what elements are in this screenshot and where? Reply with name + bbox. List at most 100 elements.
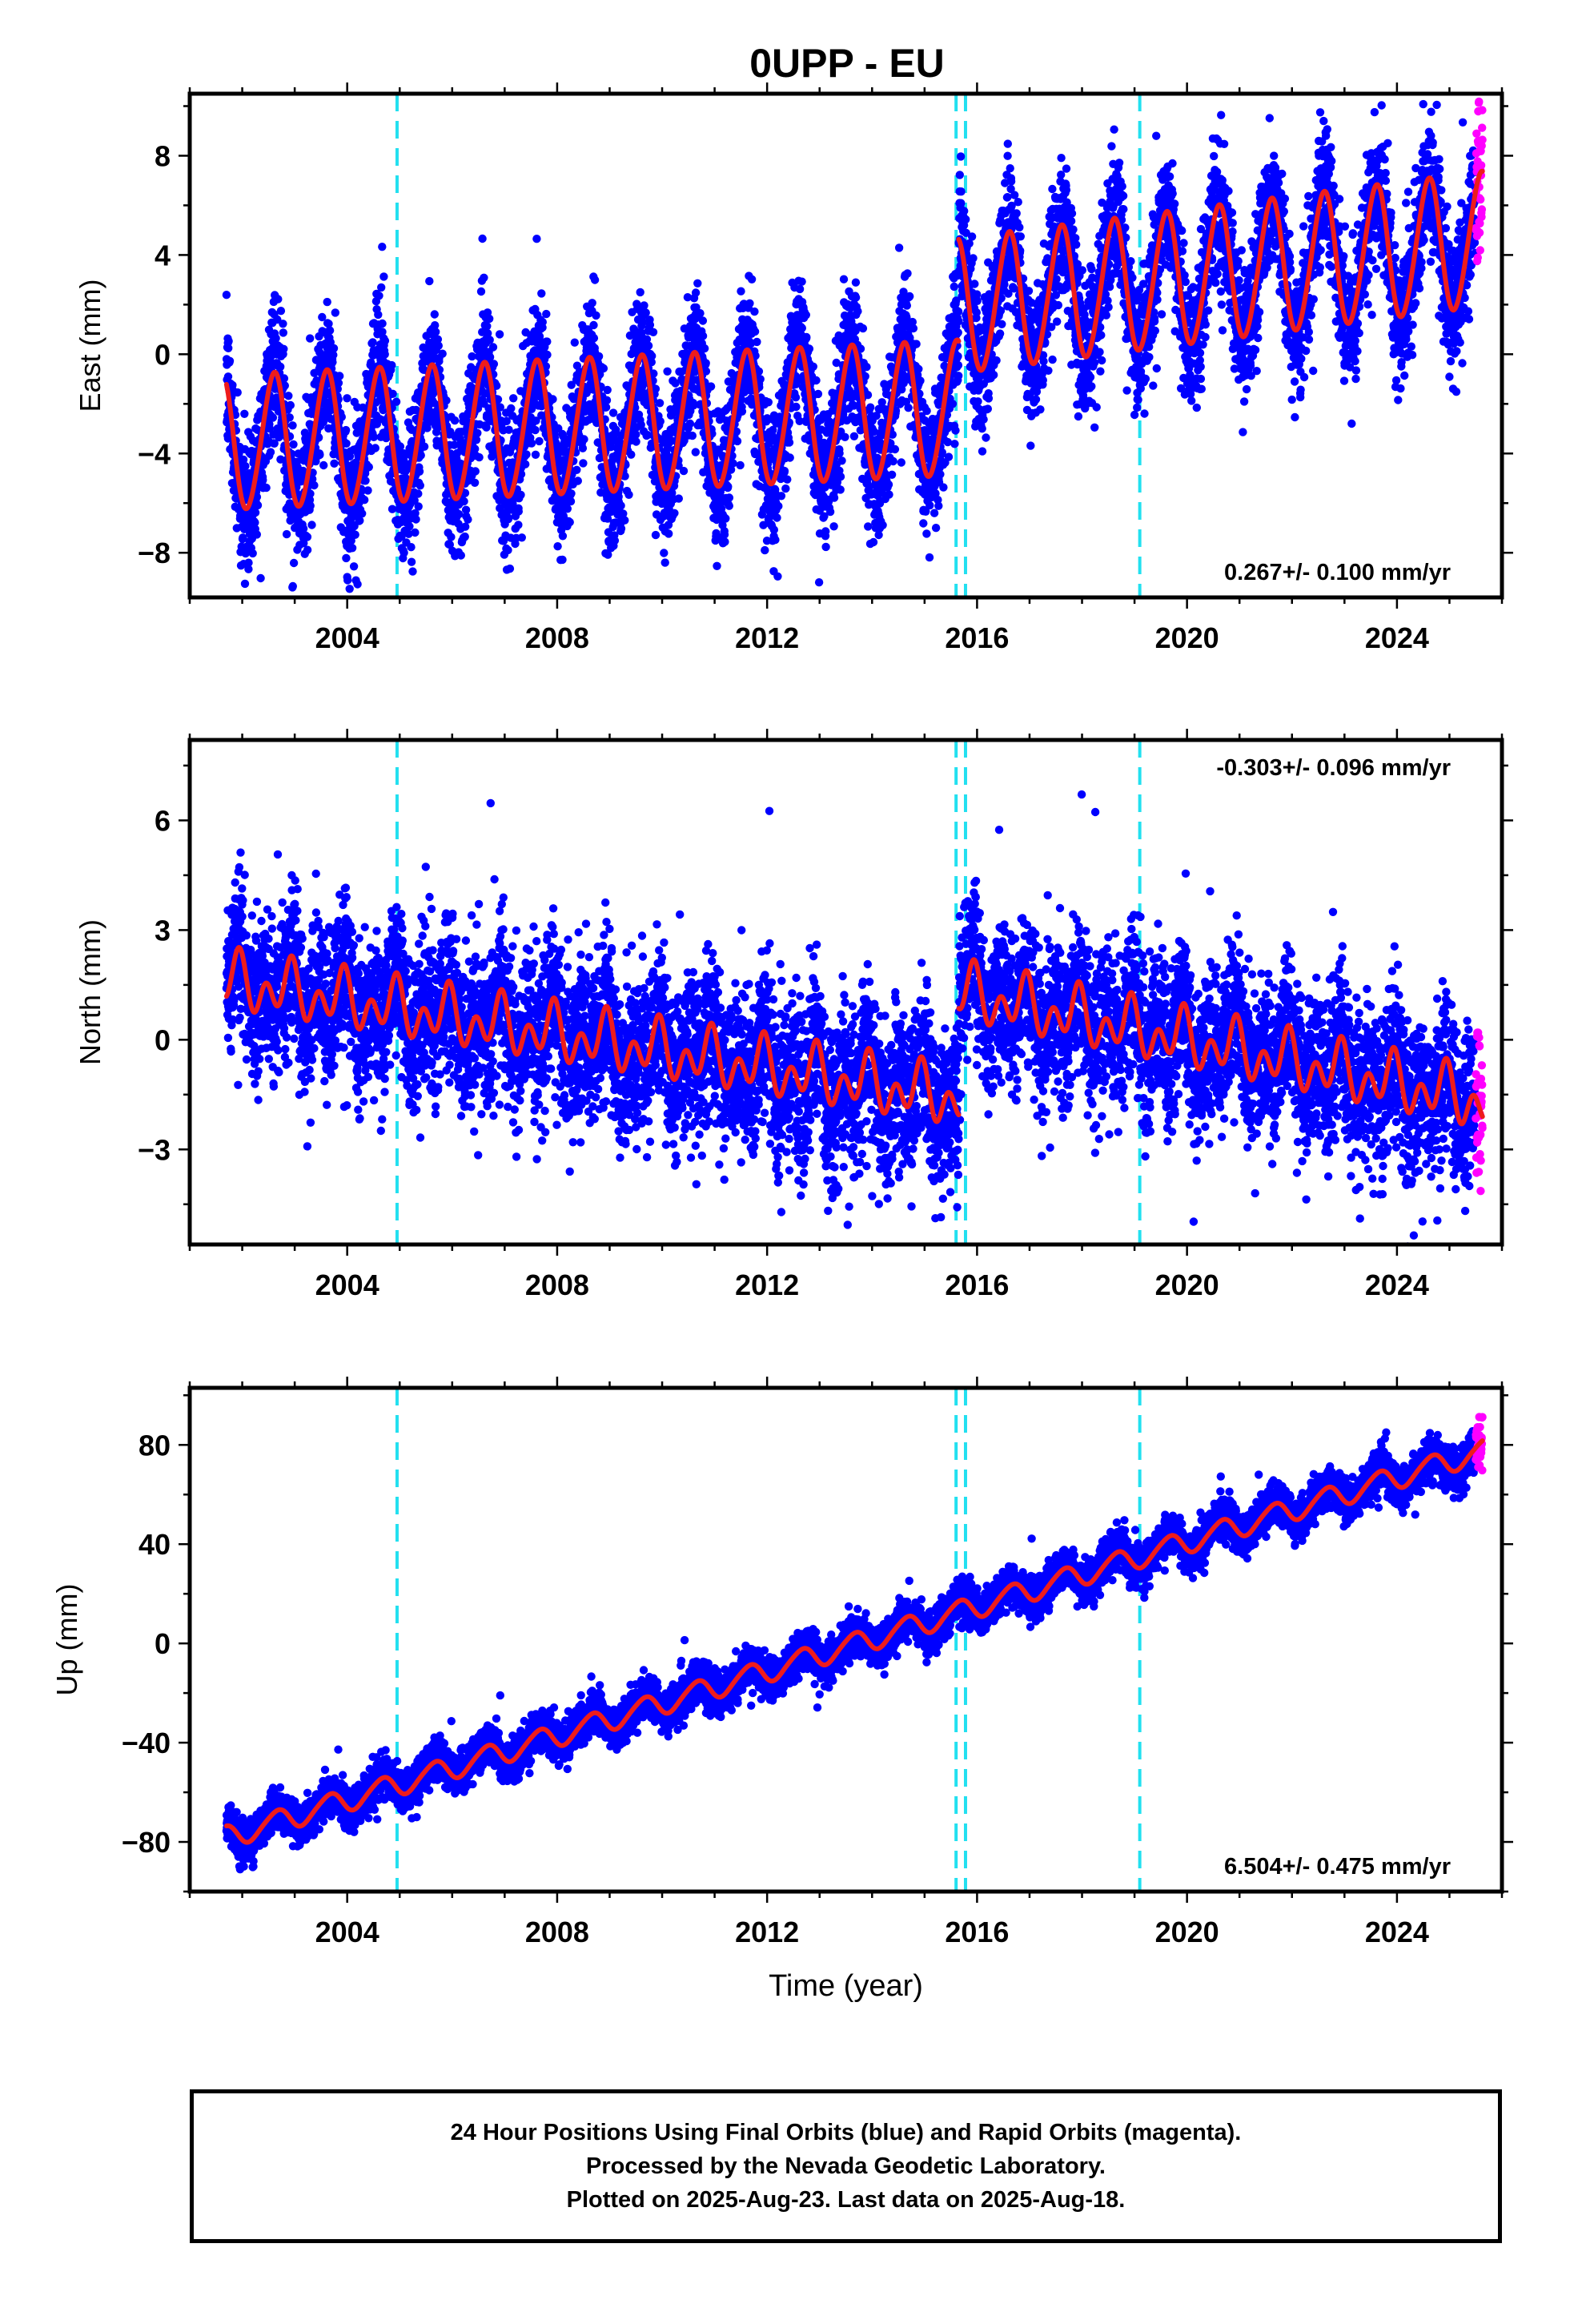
- east-final-point: [279, 328, 287, 337]
- east-final-point: [648, 328, 658, 336]
- east-final-point: [698, 332, 708, 340]
- east-final-point: [319, 417, 328, 427]
- east-final-point: [345, 585, 354, 593]
- east-final-point: [567, 489, 576, 498]
- east-final-point: [660, 549, 669, 557]
- east-final-point: [887, 470, 897, 479]
- east-final-point: [353, 580, 362, 589]
- east-final-point: [821, 542, 830, 552]
- east-final-point: [369, 432, 379, 441]
- east-final-point: [388, 389, 397, 398]
- east-final-point: [725, 501, 733, 510]
- east-final-point: [306, 489, 315, 498]
- east-final-point: [446, 428, 455, 436]
- east-final-point: [323, 297, 331, 307]
- east-final-point: [414, 489, 423, 498]
- east-final-point: [563, 505, 572, 513]
- east-final-point: [756, 375, 765, 384]
- east-final-point: [411, 509, 420, 518]
- east-final-point: [802, 332, 811, 342]
- east-final-point: [909, 324, 918, 333]
- east-final-point: [706, 382, 716, 391]
- east-final-point: [239, 533, 247, 542]
- east-final-point: [725, 493, 734, 502]
- east-final-point: [251, 518, 259, 527]
- east-final-point: [460, 489, 470, 497]
- east-final-point: [335, 372, 344, 380]
- east-final-point: [378, 328, 387, 336]
- east-final-point: [750, 327, 760, 336]
- east-final-point: [411, 528, 420, 537]
- east-final-point: [724, 482, 733, 491]
- east-final-point: [288, 581, 297, 591]
- east-final-point: [858, 324, 868, 333]
- east-final-point: [318, 312, 327, 322]
- east-final-point: [925, 553, 934, 562]
- east-final-point: [379, 272, 388, 281]
- east-final-point: [476, 287, 486, 296]
- east-final-point: [430, 310, 439, 319]
- east-final-point: [253, 501, 263, 510]
- east-final-point: [387, 360, 396, 370]
- east-final-point: [248, 549, 257, 558]
- east-final-point: [777, 492, 786, 501]
- east-final-point: [407, 557, 416, 566]
- east-final-point: [602, 396, 612, 404]
- east-final-point: [307, 521, 316, 529]
- east-final-point: [222, 291, 231, 300]
- east-final-point: [791, 393, 801, 402]
- east-final-point: [405, 522, 414, 531]
- east-final-point: [485, 352, 495, 362]
- east-final-point: [407, 543, 416, 552]
- east-final-point: [579, 459, 588, 468]
- east-final-point: [299, 466, 307, 476]
- east-final-point: [589, 334, 599, 343]
- east-final-point: [541, 362, 551, 371]
- east-final-point: [328, 358, 337, 367]
- east-final-point: [721, 537, 729, 546]
- east-final-point: [829, 493, 839, 502]
- east-final-point: [663, 367, 672, 376]
- east-final-point: [276, 307, 286, 316]
- east-final-point: [355, 516, 364, 525]
- east-final-point: [548, 395, 557, 404]
- east-final-point: [532, 416, 540, 425]
- east-final-point: [764, 398, 773, 407]
- east-final-point: [374, 310, 383, 320]
- east-final-point: [841, 432, 849, 441]
- east-final-point: [361, 476, 370, 485]
- east-final-point: [753, 337, 761, 347]
- east-final-point: [608, 408, 618, 417]
- east-final-point: [273, 315, 282, 324]
- east-final-point: [829, 522, 838, 531]
- east-final-point: [592, 311, 600, 320]
- east-final-point: [665, 529, 673, 538]
- east-final-point: [904, 404, 913, 412]
- east-final-point: [442, 396, 451, 405]
- east-final-point: [505, 564, 515, 573]
- east-final-point: [878, 521, 887, 529]
- east-final-point: [364, 463, 373, 472]
- east-final-point: [271, 334, 280, 343]
- east-final-point: [343, 394, 351, 403]
- east-final-point: [343, 576, 352, 585]
- east-final-point: [378, 319, 387, 328]
- east-final-point: [864, 522, 873, 531]
- east-final-point: [517, 533, 526, 542]
- east-final-point: [558, 555, 567, 565]
- east-final-point: [454, 509, 464, 519]
- east-final-point: [897, 458, 906, 467]
- east-final-point: [324, 320, 333, 328]
- east-final-point: [814, 578, 824, 587]
- east-final-point: [447, 533, 456, 541]
- east-final-point: [691, 288, 701, 297]
- east-final-point: [303, 545, 312, 554]
- east-final-point: [531, 425, 540, 435]
- east-final-point: [912, 340, 921, 348]
- east-final-point: [279, 344, 288, 353]
- east-final-point: [433, 335, 443, 344]
- east-final-point: [504, 515, 513, 524]
- east-final-point: [408, 567, 417, 576]
- east-final-point: [713, 561, 721, 570]
